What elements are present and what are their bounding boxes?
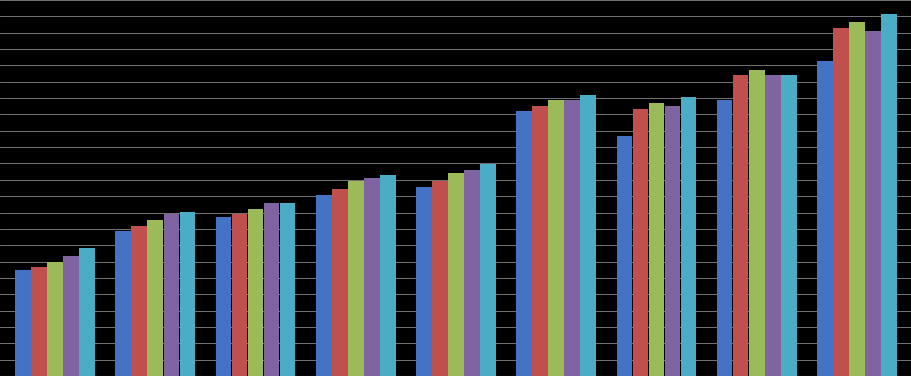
Bar [47, 262, 63, 376]
Bar [564, 100, 579, 376]
Bar [263, 203, 279, 376]
Bar [231, 214, 247, 376]
Bar [215, 217, 231, 376]
Bar [148, 220, 163, 376]
Bar [732, 75, 748, 376]
Bar [764, 75, 780, 376]
Bar [131, 226, 147, 376]
Bar [548, 100, 564, 376]
Bar [79, 248, 95, 376]
Bar [464, 170, 479, 376]
Bar [848, 22, 864, 376]
Bar [15, 270, 31, 376]
Bar [880, 14, 896, 376]
Bar [415, 186, 431, 376]
Bar [716, 100, 732, 376]
Bar [832, 28, 848, 376]
Bar [363, 178, 379, 376]
Bar [63, 256, 79, 376]
Bar [315, 195, 332, 376]
Bar [516, 111, 531, 376]
Bar [632, 109, 648, 376]
Bar [532, 106, 548, 376]
Bar [648, 103, 663, 376]
Bar [432, 181, 447, 376]
Bar [116, 231, 131, 376]
Bar [816, 61, 832, 376]
Bar [163, 214, 179, 376]
Bar [748, 70, 763, 376]
Bar [579, 95, 596, 376]
Bar [280, 203, 295, 376]
Bar [248, 209, 263, 376]
Bar [780, 75, 795, 376]
Bar [179, 212, 195, 376]
Bar [865, 30, 880, 376]
Bar [447, 173, 464, 376]
Bar [380, 176, 395, 376]
Bar [680, 97, 696, 376]
Bar [664, 106, 680, 376]
Bar [332, 190, 347, 376]
Bar [480, 164, 496, 376]
Bar [31, 267, 46, 376]
Bar [347, 181, 363, 376]
Bar [616, 136, 631, 376]
